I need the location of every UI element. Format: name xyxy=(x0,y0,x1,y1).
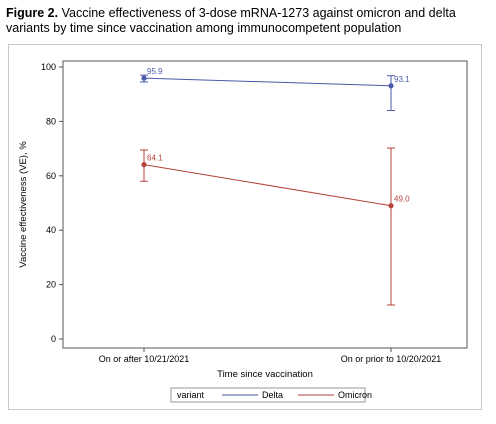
data-label: 93.1 xyxy=(394,75,410,84)
data-label: 49.0 xyxy=(394,195,410,204)
series-line-omicron xyxy=(143,164,392,207)
figure-caption-text: Vaccine effectiveness of 3-dose mRNA-127… xyxy=(6,6,456,35)
plot-area-border xyxy=(62,60,468,349)
y-tick-label: 100 xyxy=(41,62,56,72)
y-axis-label: Vaccine effectiveness (VE), % xyxy=(18,141,29,268)
x-tick-label: On or prior to 10/20/2021 xyxy=(341,354,442,364)
data-label: 95.9 xyxy=(147,67,163,76)
series-line-delta xyxy=(143,77,392,87)
data-label: 64.1 xyxy=(147,154,163,163)
y-tick-label: 20 xyxy=(46,280,56,290)
x-axis-label: Time since vaccination xyxy=(217,369,313,380)
data-point xyxy=(141,75,147,81)
y-tick-label: 40 xyxy=(46,225,56,235)
y-tick-label: 80 xyxy=(46,116,56,126)
data-point xyxy=(388,203,394,209)
figure-number: Figure 2. xyxy=(6,6,59,20)
legend-label-delta: Delta xyxy=(262,390,283,400)
data-point xyxy=(388,83,394,89)
figure-caption: Figure 2. Vaccine effectiveness of 3-dos… xyxy=(6,6,490,36)
chart-frame xyxy=(8,44,482,410)
x-tick-label: On or after 10/21/2021 xyxy=(99,354,190,364)
y-tick-label: 0 xyxy=(51,334,56,344)
legend-title: variant xyxy=(177,390,205,400)
y-tick-label: 60 xyxy=(46,171,56,181)
legend-box xyxy=(170,387,366,403)
data-point xyxy=(141,162,147,168)
legend-label-omicron: Omicron xyxy=(338,390,372,400)
